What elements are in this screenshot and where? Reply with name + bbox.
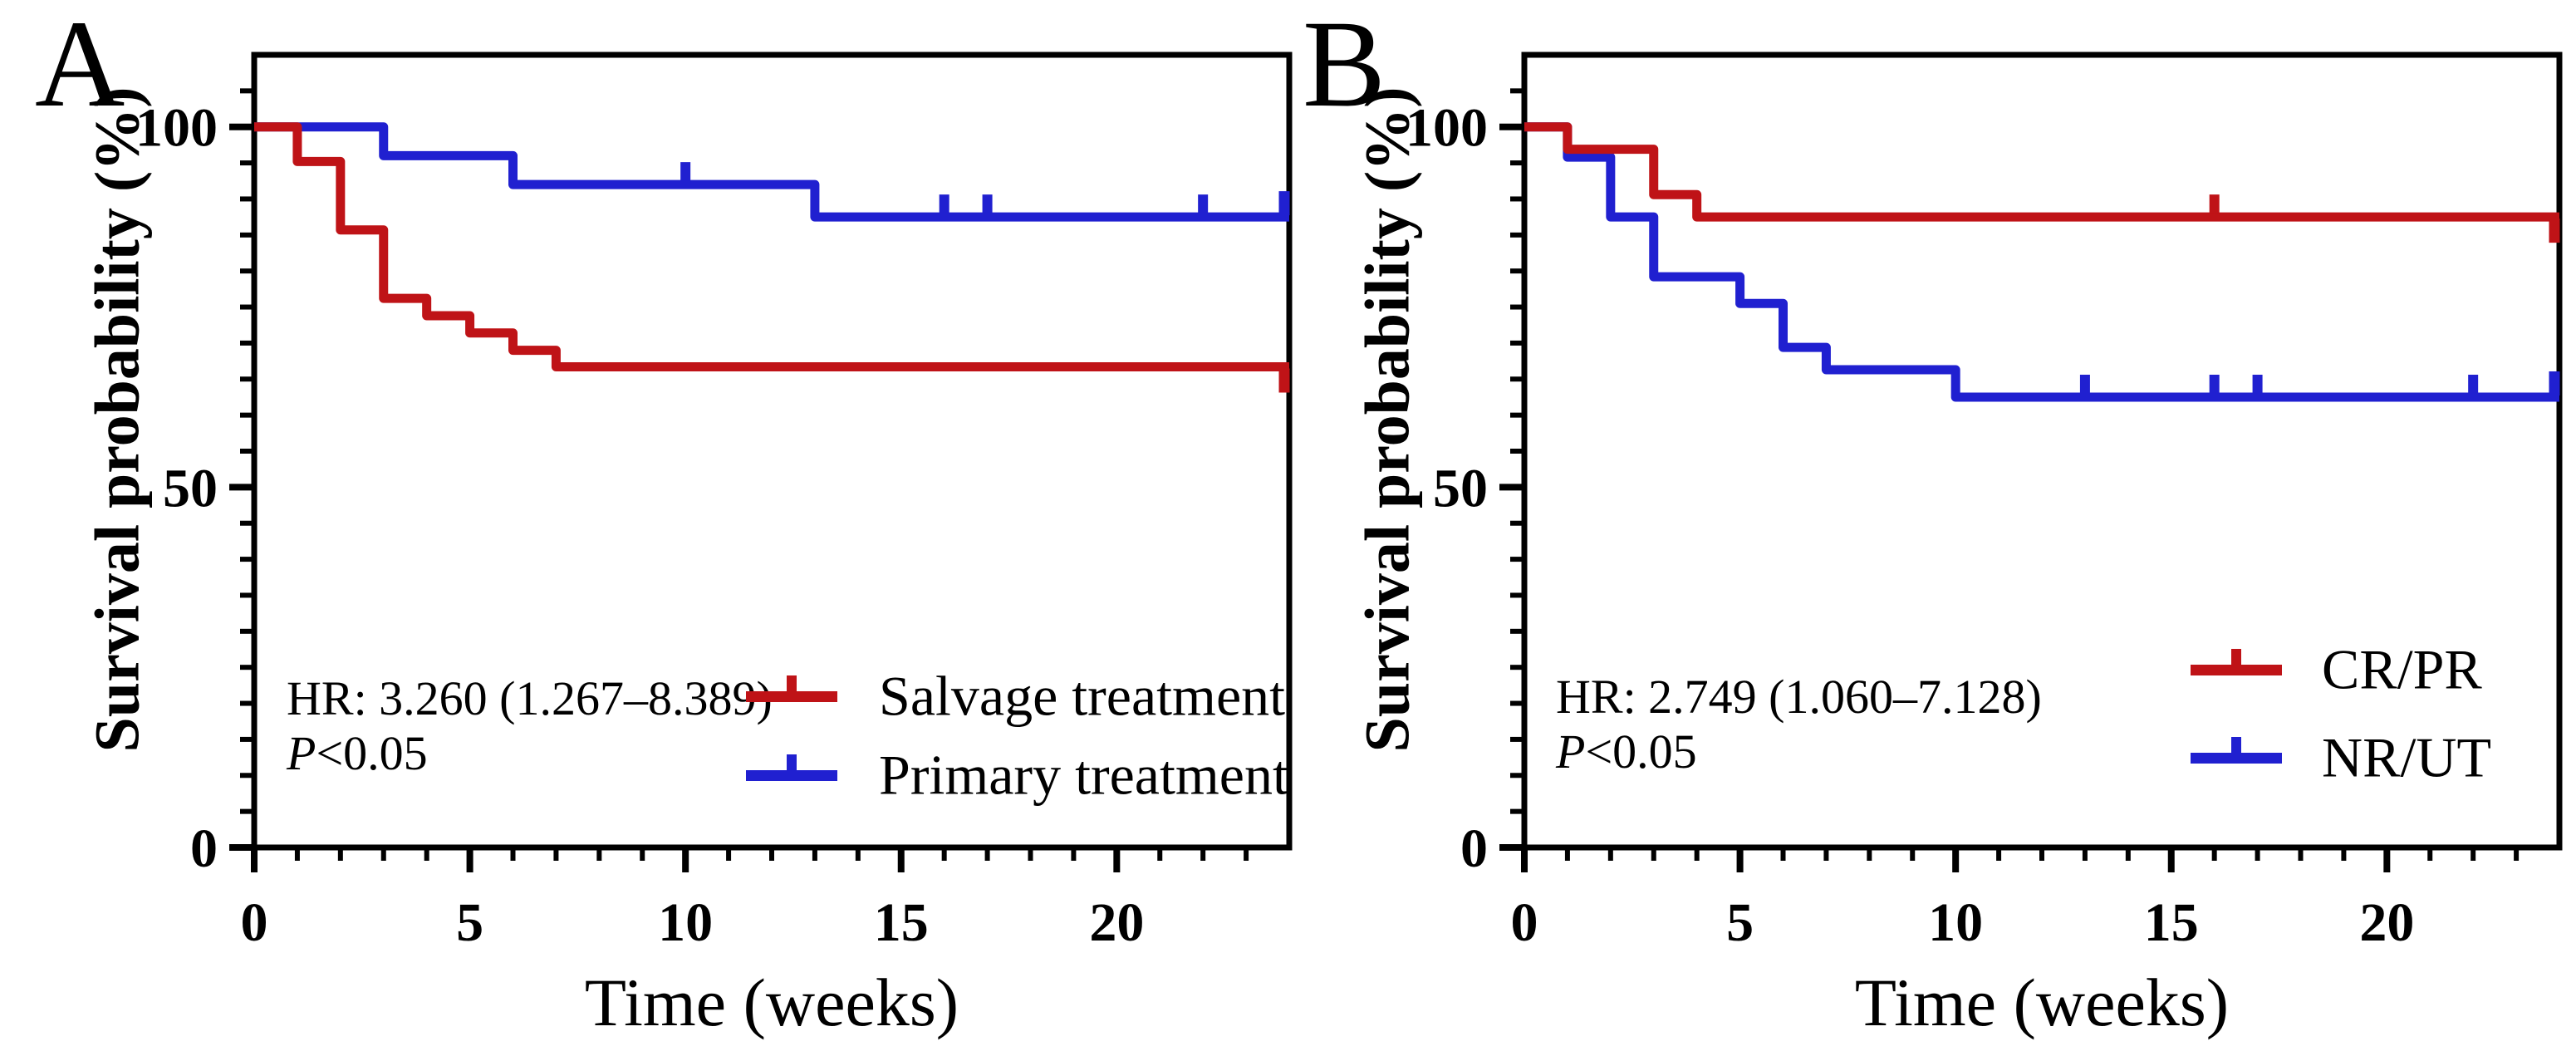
y-axis-title-b: Survival probability (%): [1352, 86, 1423, 753]
km-curve-cr-pr: [1524, 122, 2559, 222]
x-tick-label: 5: [456, 892, 483, 953]
x-tick-label: 20: [1089, 892, 1144, 953]
panel-letter-a: A: [35, 0, 125, 133]
km-curve-primary-treatment: [254, 122, 1289, 222]
plot-frame: [251, 52, 1293, 851]
hr-text-b: HR: 2.749 (1.060–7.128): [1556, 670, 2042, 724]
y-axis-title-a: Survival probability (%): [82, 86, 153, 753]
y-tick-label: 100: [135, 98, 218, 159]
legend-symbol-line-primary: [746, 770, 837, 781]
legend-censor-tick-icon: [2231, 737, 2241, 754]
legend-label-nrut: NR/UT: [2322, 725, 2491, 789]
legend-symbol-line-crpr: [2191, 665, 2282, 675]
p-rest-a: <0.05: [316, 726, 428, 780]
p-rest-b: <0.05: [1585, 724, 1697, 778]
legend-label-crpr: CR/PR: [2322, 637, 2482, 701]
stats-annotation-a: HR: 3.260 (1.267–8.389) P<0.05: [287, 671, 773, 781]
plot-frame: [1521, 52, 2563, 851]
km-curve-salvage-treatment: [254, 122, 1289, 372]
legend-censor-tick-icon: [787, 675, 797, 692]
p-symbol-b: P: [1556, 724, 1586, 778]
legend-censor-tick-icon: [787, 754, 797, 771]
p-symbol-a: P: [287, 726, 316, 780]
p-value-text-b: P<0.05: [1556, 724, 2042, 779]
hr-text-a: HR: 3.260 (1.267–8.389): [287, 671, 773, 725]
legend-label-salvage-treatment: Salvage treatment: [879, 664, 1286, 728]
x-axis-title-b: Time (weeks): [1854, 965, 2230, 1040]
x-tick-label: 10: [1928, 892, 1983, 953]
y-tick-label: 50: [1433, 458, 1488, 518]
x-tick-label: 15: [874, 892, 929, 953]
y-tick-label: 0: [1460, 818, 1488, 879]
legend-symbol-line-salvage: [746, 691, 837, 702]
x-tick-label: 5: [1726, 892, 1754, 953]
panel-letter-b: B: [1303, 0, 1386, 133]
x-tick-label: 10: [658, 892, 713, 953]
legend-symbol-line-nrut: [2191, 753, 2282, 764]
km-curve-nr-ut: [1524, 122, 2559, 402]
y-tick-label: 100: [1406, 98, 1488, 159]
legend-label-primary-treatment: Primary treatment: [879, 743, 1288, 807]
y-tick-label: 0: [190, 818, 218, 879]
y-tick-label: 50: [163, 458, 218, 518]
x-tick-label: 20: [2359, 892, 2414, 953]
legend-censor-tick-icon: [2231, 649, 2241, 666]
x-tick-label: 0: [241, 892, 268, 953]
x-tick-label: 15: [2144, 892, 2199, 953]
x-axis-title-a: Time (weeks): [584, 965, 959, 1040]
p-value-text-a: P<0.05: [287, 726, 773, 781]
stats-annotation-b: HR: 2.749 (1.060–7.128) P<0.05: [1556, 670, 2042, 779]
x-tick-label: 0: [1511, 892, 1538, 953]
